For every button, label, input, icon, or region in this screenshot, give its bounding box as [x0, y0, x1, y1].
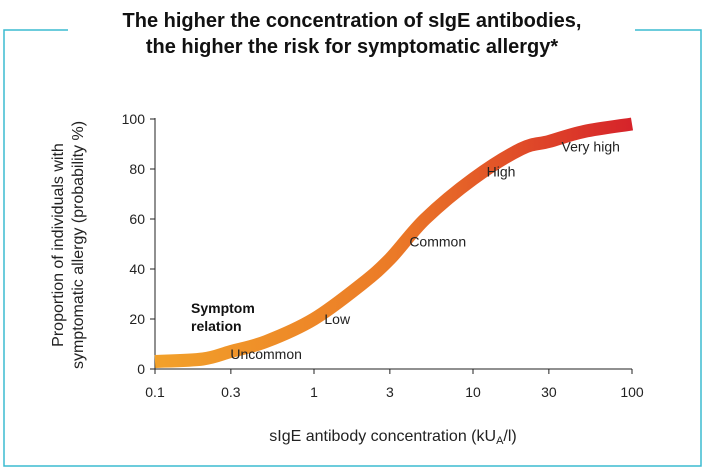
series-label-line-2: relation — [191, 318, 242, 334]
curve-annotation: High — [487, 164, 516, 180]
y-tick-label: 100 — [122, 111, 146, 127]
x-tick-label: 0.1 — [145, 384, 165, 400]
x-axis-title: sIgE antibody concentration (kUA/l) — [269, 428, 516, 447]
curve-labels: Uncommon Low Common High Very high — [230, 139, 620, 363]
y-tick-label: 60 — [129, 211, 145, 227]
y-axis-ticks: 0 20 40 60 80 100 — [122, 111, 155, 377]
x-tick-label: 3 — [386, 384, 394, 400]
series-curve — [154, 117, 634, 368]
series-label-line-1: Symptom — [191, 300, 255, 316]
y-axis-title-line-1: Proportion of individuals with — [50, 143, 67, 347]
y-tick-label: 0 — [137, 361, 145, 377]
curve-annotation: Very high — [562, 139, 620, 155]
figure-border — [3, 29, 702, 467]
x-axis-ticks: 0.1 0.3 1 3 10 30 100 — [145, 369, 644, 400]
x-tick-label: 1 — [310, 384, 318, 400]
x-tick-label: 30 — [541, 384, 557, 400]
x-tick-label: 100 — [620, 384, 644, 400]
chart-title-line-1: The higher the concentration of sIgE ant… — [123, 10, 582, 32]
chart-title-line-2: the higher the risk for symptomatic alle… — [146, 36, 559, 58]
y-tick-label: 40 — [129, 261, 145, 277]
x-tick-label: 10 — [465, 384, 481, 400]
curve-annotation: Common — [409, 234, 466, 250]
curve-annotation: Low — [324, 311, 351, 327]
curve-annotation: Uncommon — [230, 346, 302, 362]
y-tick-label: 80 — [129, 161, 145, 177]
y-axis-title-line-2: symptomatic allergy (probability %) — [70, 121, 87, 369]
x-tick-label: 0.3 — [221, 384, 241, 400]
y-tick-label: 20 — [129, 311, 145, 327]
